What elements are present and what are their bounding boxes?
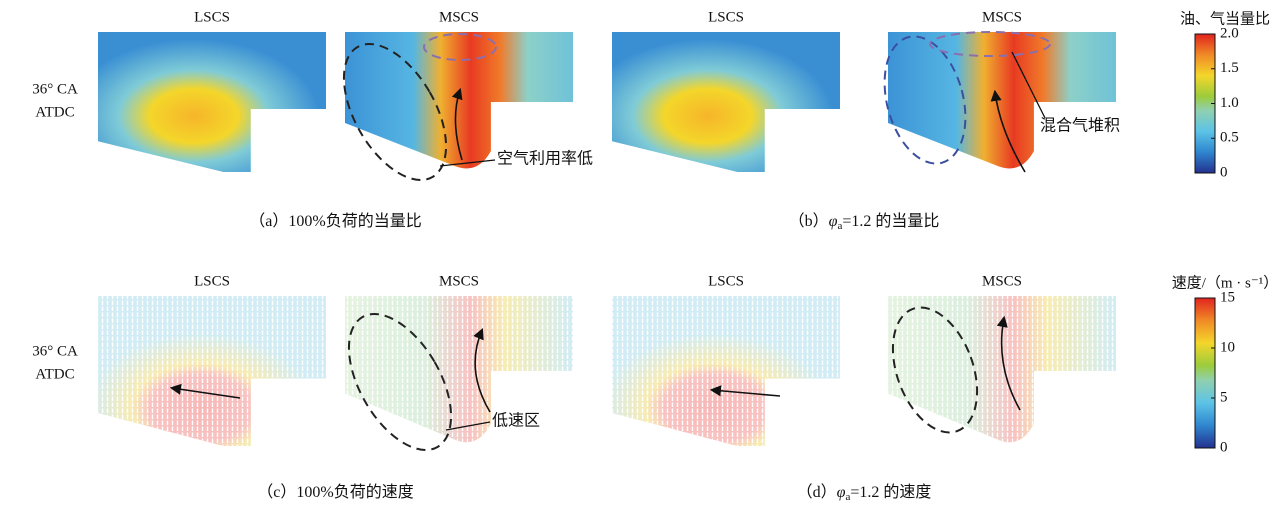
caption: （d）φa=1.2 的速度 [797,483,932,503]
caption-text: =1.2 的当量比 [842,212,939,230]
caption: （c）100%负荷的速度 [257,483,413,501]
colorbar-tick-label: 2.0 [1220,25,1239,41]
subplot-label: MSCS [982,9,1022,25]
annotation: 空气利用率低 [497,150,593,168]
contour-field [98,32,326,172]
subplot-label: LSCS [194,9,230,25]
colorbar-tick-label: 1.0 [1220,95,1239,111]
caption-prefix: （c） [257,483,296,501]
figure: 36° CA ATDC LSCS MSCS 空气利用率低 （a）100%负荷的当量比 LSC… [0,0,1285,506]
caption: （a）100%负荷的当量比 [249,212,421,230]
caption-prefix: （a） [249,212,288,230]
caption-prefix: （d） [797,483,837,501]
subplot-label: MSCS [982,273,1022,289]
annotation: 混合气堆积 [1040,117,1120,135]
caption-text: =1.2 的速度 [850,483,931,501]
vector-field [612,296,840,446]
caption-text: 100%负荷的速度 [296,483,413,501]
subplot-label: LSCS [708,9,744,25]
annotation: 低速区 [492,412,540,430]
subplot-label: LSCS [194,273,230,289]
colorbar-tick-label: 1.5 [1220,60,1239,76]
colorbar-tick-label: 0 [1220,439,1228,455]
colorbar-tick-label: 0 [1220,164,1228,180]
colorbar-tick-label: 0.5 [1220,130,1239,146]
subplot-label: MSCS [439,273,479,289]
contour-field [888,32,1116,168]
subplot-label: LSCS [708,273,744,289]
caption-symbol: φ [837,484,846,501]
caption-prefix: （b） [789,212,829,230]
colorbar-tick-label: 15 [1220,289,1235,305]
caption: （b）φa=1.2 的当量比 [789,212,940,232]
caption-text: 100%负荷的当量比 [288,212,421,230]
page: {"rows": [ {"time_label": ["36° CA", "AT… [0,0,1285,506]
colorbar-tick-label: 10 [1220,339,1235,355]
colorbar-tick-label: 5 [1220,389,1228,405]
time-label: 36° CA [32,343,78,359]
vector-field [98,296,326,446]
time-label: ATDC [35,366,74,382]
colorbar [1195,298,1215,448]
caption-symbol: φ [829,213,838,230]
contour-field [612,32,840,172]
subplot-label: MSCS [439,9,479,25]
time-label: 36° CA [32,81,78,97]
time-label: ATDC [35,104,74,120]
